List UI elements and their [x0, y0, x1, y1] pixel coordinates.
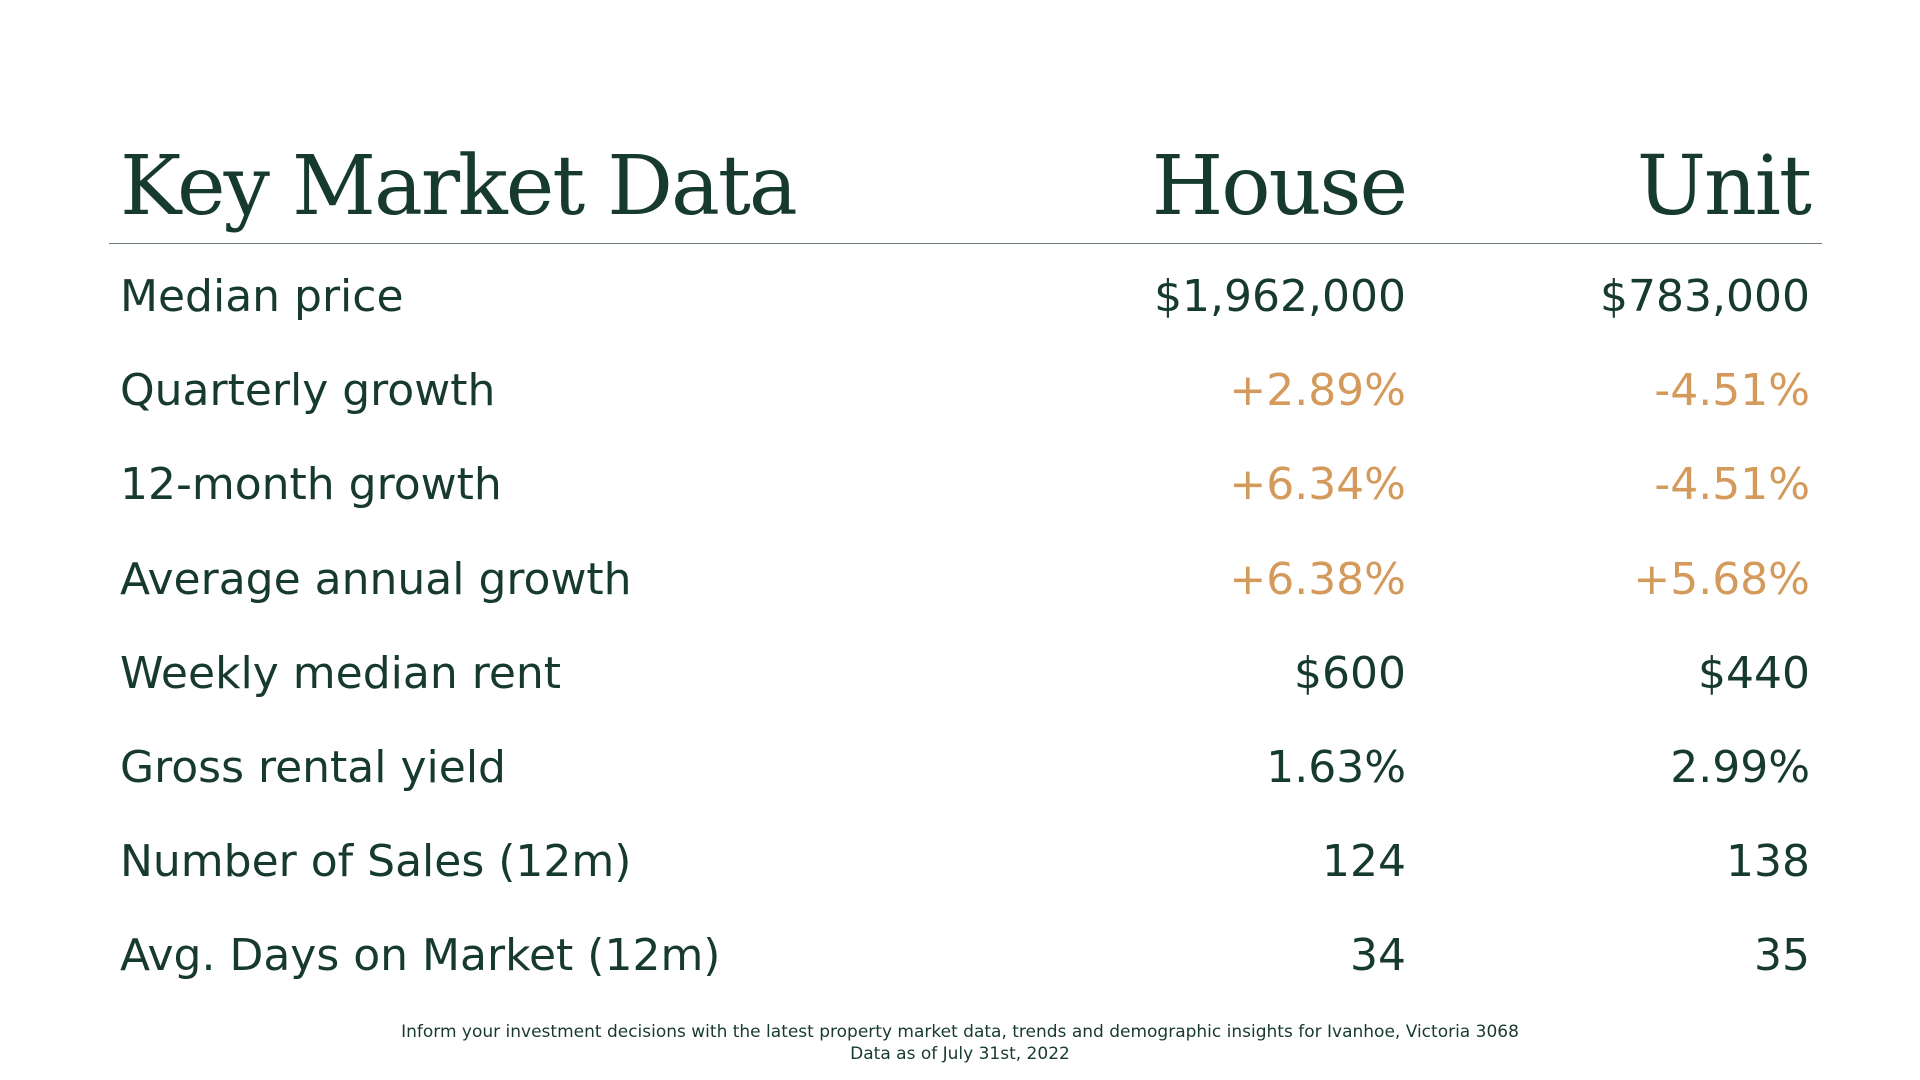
house-value: +6.38%: [1229, 553, 1406, 605]
table-header: Key Market Data House Unit: [120, 118, 1812, 234]
row-label: Gross rental yield: [120, 741, 506, 793]
row-label: Avg. Days on Market (12m): [120, 930, 721, 982]
unit-value: 35: [1754, 930, 1810, 982]
table-row-12-month-growth: 12-month growth +6.34% -4.51%: [120, 438, 1810, 532]
header-divider: [109, 243, 1822, 244]
row-label: Median price: [120, 271, 404, 322]
unit-value: +5.68%: [1633, 553, 1810, 605]
house-value: +2.89%: [1229, 365, 1406, 417]
table-row-quarterly-growth: Quarterly growth +2.89% -4.51%: [120, 344, 1810, 438]
unit-value: 138: [1726, 836, 1810, 888]
house-value: $1,962,000: [1154, 271, 1406, 322]
table-row-gross-rental-yield: Gross rental yield 1.63% 2.99%: [120, 721, 1810, 815]
unit-value: -4.51%: [1654, 459, 1810, 511]
unit-value: $783,000: [1600, 271, 1810, 322]
page-title: Key Market Data: [120, 139, 798, 234]
row-label: Quarterly growth: [120, 365, 496, 417]
market-data-table: Median price $1,962,000 $783,000 Quarter…: [120, 250, 1810, 1004]
table-row-median-price: Median price $1,962,000 $783,000: [120, 250, 1810, 344]
table-row-weekly-median-rent: Weekly median rent $600 $440: [120, 627, 1810, 721]
footer-note: Inform your investment decisions with th…: [0, 1021, 1920, 1065]
footer-description: Inform your investment decisions with th…: [401, 1022, 1519, 1042]
table-row-average-annual-growth: Average annual growth +6.38% +5.68%: [120, 533, 1810, 627]
unit-value: 2.99%: [1670, 741, 1810, 793]
table-row-number-of-sales: Number of Sales (12m) 124 138: [120, 815, 1810, 909]
house-value: 34: [1350, 930, 1406, 982]
footer-date: Data as of July 31st, 2022: [850, 1044, 1070, 1064]
unit-value: -4.51%: [1654, 365, 1810, 417]
row-label: Weekly median rent: [120, 647, 562, 699]
table-row-avg-days-on-market: Avg. Days on Market (12m) 34 35: [120, 909, 1810, 1003]
unit-value: $440: [1698, 647, 1810, 699]
row-label: 12-month growth: [120, 459, 502, 511]
house-value: 1.63%: [1266, 741, 1406, 793]
column-header-unit: Unit: [1636, 139, 1812, 234]
house-value: $600: [1294, 647, 1406, 699]
column-header-house: House: [1151, 139, 1408, 234]
house-value: 124: [1322, 836, 1406, 888]
row-label: Number of Sales (12m): [120, 836, 632, 888]
house-value: +6.34%: [1229, 459, 1406, 511]
row-label: Average annual growth: [120, 553, 632, 605]
